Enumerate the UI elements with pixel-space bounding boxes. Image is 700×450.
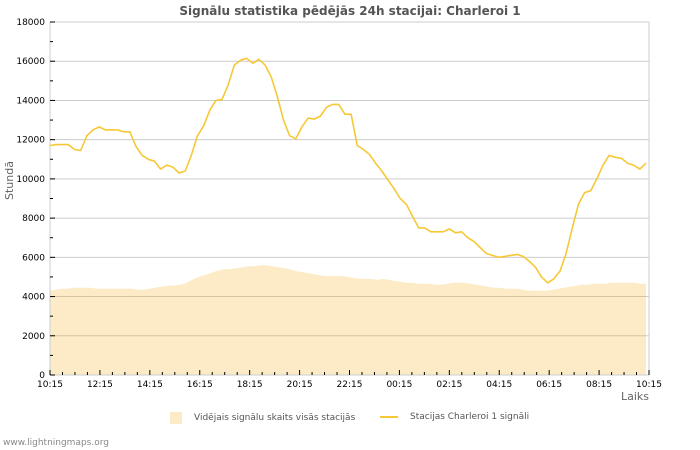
y-tick-label: 8000: [22, 214, 45, 224]
x-tick-label: 18:15: [237, 380, 263, 390]
legend-label-station: Stacijas Charleroi 1 signāli: [410, 412, 530, 422]
y-tick-label: 6000: [22, 253, 45, 263]
average-area-series: [50, 265, 646, 375]
x-tick-label: 08:15: [586, 380, 612, 390]
y-tick-label: 4000: [22, 293, 45, 303]
x-tick-label: 00:15: [386, 380, 412, 390]
x-tick-label: 20:15: [287, 380, 313, 390]
plot-area: 0 2000 4000 6000 8000 10000 12000 14000 16000 180…: [16, 18, 662, 390]
x-tick-label: 10:15: [37, 380, 63, 390]
legend-item-station: Stacijas Charleroi 1 signāli: [380, 412, 529, 422]
station-line-series: [49, 57, 647, 284]
y-tick-label: 12000: [16, 136, 45, 146]
x-tick-label: 04:15: [486, 380, 512, 390]
line-swatch-icon: [380, 416, 398, 418]
area-swatch-icon: [170, 412, 182, 424]
x-tick-label: 02:15: [436, 380, 462, 390]
y-tick-label: 14000: [16, 96, 45, 106]
y-tick-label: 16000: [16, 57, 45, 67]
x-tick-label: 14:15: [137, 380, 163, 390]
legend-item-average: Vidējais signālu skaits visās stacijās: [170, 412, 355, 424]
y-tick-label: 18000: [16, 18, 45, 28]
y-tick-label: 2000: [22, 332, 45, 342]
chart-title: Signālu statistika pēdējās 24h stacijai:…: [179, 4, 521, 18]
footer-link[interactable]: www.lightningmaps.org: [3, 438, 109, 448]
legend-label-average: Vidējais signālu skaits visās stacijās: [194, 413, 356, 423]
y-tick-label: 0: [39, 371, 45, 381]
x-tick-label: 12:15: [87, 380, 113, 390]
y-tick-label: 10000: [16, 175, 45, 185]
x-axis-label: Laiks: [621, 390, 650, 403]
x-tick-label: 10:15: [636, 380, 662, 390]
x-tick-label: 22:15: [337, 380, 363, 390]
x-tick-label: 16:15: [187, 380, 213, 390]
x-tick-label: 06:15: [536, 380, 562, 390]
